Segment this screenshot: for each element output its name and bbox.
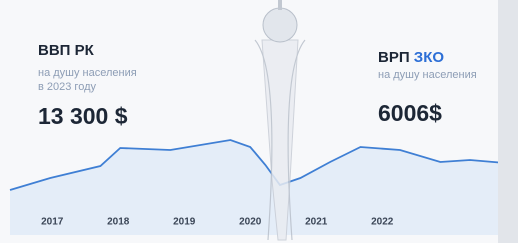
x-tick-label: 2020 [239,217,262,228]
x-tick-label: 2019 [173,217,196,228]
right-edge-column [498,0,518,243]
x-tick-label: 2021 [305,217,328,228]
left-subtitle: в 2023 году [38,81,96,93]
x-tick-label: 2018 [107,217,130,228]
right-title-main: ВРП [378,49,410,66]
left-value: 13 300 $ [38,103,128,129]
right-title-accent: ЗКО [414,49,445,66]
chart: ВВП РК на душу населения в 2023 году 13 … [0,0,518,243]
left-title: ВВП РК [38,42,95,59]
right-value: 6006$ [378,100,442,126]
left-subtitle: на душу населения [38,67,137,79]
right-subtitle: на душу населения [378,69,477,81]
right-title: ВРП ЗКО [378,49,444,66]
x-tick-label: 2017 [41,217,64,228]
x-tick-label: 2022 [371,217,394,228]
